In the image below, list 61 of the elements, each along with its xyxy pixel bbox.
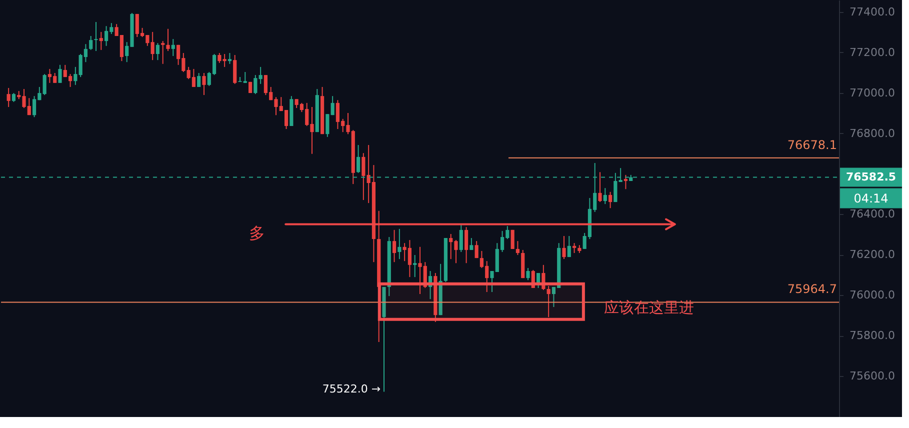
candlestick — [542, 264, 546, 290]
candlestick — [516, 240, 520, 256]
candlestick — [459, 224, 463, 252]
candlestick — [474, 240, 478, 259]
ref-line-label: 76678.1 — [787, 138, 837, 152]
y-tick-label: 76200.0 — [850, 248, 895, 262]
candlestick — [218, 52, 222, 64]
candlestick — [567, 236, 571, 258]
band-label: 应该在这里进 — [604, 298, 694, 317]
candlestick — [562, 236, 566, 260]
ref-line-label: 75964.7 — [787, 282, 837, 296]
candlestick — [330, 96, 334, 116]
candlestick — [228, 52, 232, 64]
candlestick — [222, 53, 226, 68]
candlestick — [326, 114, 330, 138]
candlestick — [150, 31, 154, 61]
candlestick — [6, 87, 10, 108]
candlestick — [161, 40, 165, 64]
candlestick — [392, 229, 396, 263]
candlestick — [166, 28, 170, 52]
y-tick-label: 75800.0 — [850, 329, 895, 342]
annotation: 75522.0 → — [322, 382, 381, 396]
y-tick-label: 75600.0 — [850, 369, 895, 382]
y-tick-label: 76400.0 — [850, 208, 895, 221]
candlestick — [526, 267, 530, 281]
candlestick — [608, 191, 612, 209]
y-tick-label: 77000.0 — [850, 86, 895, 100]
candlestick — [202, 72, 206, 96]
candlestick — [171, 38, 175, 57]
candlestick — [99, 31, 103, 50]
candlestick — [536, 272, 540, 288]
candlestick — [572, 242, 576, 254]
candlestick — [546, 285, 550, 318]
candlestick — [233, 54, 237, 84]
candlestick — [624, 174, 628, 190]
ref-line-label: 76582.5 — [846, 170, 896, 184]
y-tick-label: 76000.0 — [850, 288, 895, 302]
candlestick — [470, 238, 474, 250]
y-tick-label: 77400.0 — [850, 5, 895, 18]
candlestick — [598, 172, 602, 203]
candlestick — [74, 66, 78, 86]
candlestick — [94, 22, 98, 52]
candlestick — [428, 270, 432, 300]
candlestick — [356, 144, 360, 174]
candlestick — [254, 74, 258, 95]
candlestick — [197, 72, 201, 88]
candlestick — [58, 64, 62, 84]
candlestick — [398, 228, 402, 260]
candlestick — [42, 74, 46, 96]
candlestick — [510, 229, 514, 250]
candlestick — [156, 42, 160, 61]
candlestick — [531, 269, 535, 288]
text: 04:14 — [854, 191, 888, 206]
candlestick — [89, 35, 93, 50]
candlestick — [362, 152, 366, 201]
candlestick — [258, 66, 262, 84]
candlestick — [603, 188, 607, 205]
candlestick — [413, 254, 417, 278]
ref-line-label: 多 — [249, 223, 265, 242]
y-tick-label: 76800.0 — [850, 126, 895, 140]
y-tick-label: 77200.0 — [850, 46, 895, 59]
